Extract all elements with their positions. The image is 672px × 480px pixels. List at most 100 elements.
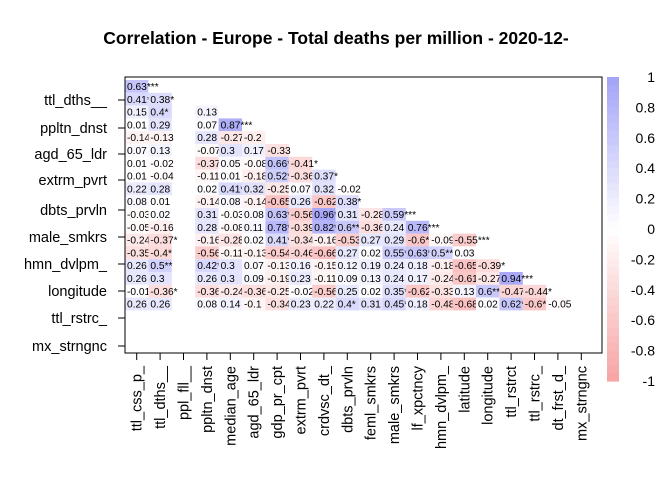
heatmap-cell (429, 233, 453, 247)
colorbar-segment (607, 350, 619, 359)
colorbar-segment (607, 77, 619, 86)
heatmap-cell (242, 233, 266, 247)
heatmap-cell (148, 297, 172, 311)
heatmap-cell (148, 118, 172, 132)
cell-value: 0.24 (384, 223, 404, 234)
column-label: gdp_pr_cpt (270, 366, 286, 439)
heatmap-cell (288, 284, 313, 298)
row-label: male_smkrs (29, 230, 107, 246)
colorbar-tick-label: 0.8 (636, 99, 656, 115)
heatmap-cell (359, 208, 383, 221)
colorbar-segment (607, 153, 619, 162)
heatmap-cell (195, 220, 219, 234)
heatmap-cell (148, 144, 172, 157)
cell-value: 0.6*** (338, 223, 364, 234)
colorbar-segment (607, 229, 619, 238)
heatmap-cell (265, 195, 289, 208)
column-label: ppl_fll__ (177, 365, 193, 420)
heatmap-cell (335, 284, 359, 298)
column-label: median_age (223, 366, 239, 446)
cell-value: 0.27 (338, 248, 358, 259)
heatmap-cell (265, 208, 289, 221)
cell-value: -0.25 (267, 287, 291, 298)
cell-value: -0.2 (244, 133, 262, 144)
heatmap-cell (125, 297, 149, 311)
cell-value: 0.32 (244, 184, 264, 195)
heatmap-cell (288, 297, 313, 311)
colorbar-segment (607, 236, 619, 245)
chart-title: Correlation - Europe - Total deaths per … (103, 28, 569, 48)
cell-value: -0.1 (244, 300, 262, 311)
column-label: extrm_pvrt (294, 366, 310, 435)
cell-value: 0.18 (408, 261, 428, 272)
heatmap-cell (382, 259, 406, 272)
cell-value: 0.14 (221, 300, 241, 311)
heatmap-cell (452, 297, 476, 311)
colorbar-segment (607, 267, 619, 276)
colorbar-segment (607, 137, 619, 146)
heatmap-cell (125, 169, 149, 183)
heatmap-cell (405, 284, 430, 298)
heatmap-cell (265, 220, 289, 234)
heatmap-cell (265, 259, 289, 272)
heatmap-cell (148, 92, 172, 106)
cell-value: 0.41* (267, 236, 291, 247)
heatmap-cell (382, 246, 406, 260)
cell-value: 0.16 (291, 261, 311, 272)
cell-value: -0.39* (478, 261, 505, 272)
heatmap-cell (148, 131, 172, 144)
column-label: crdvsc_dt_ (317, 365, 333, 436)
heatmap-cell (195, 156, 219, 170)
heatmap-cell (429, 259, 453, 272)
heatmap-cell (218, 220, 242, 234)
cell-value: 0.17 (244, 146, 264, 157)
row-label: extrm_pvrt (39, 173, 108, 189)
heatmap-cell (335, 259, 359, 272)
heatmap-cell (195, 118, 219, 132)
cell-value: -0.65*** (455, 261, 490, 272)
cell-value: 0.23 (291, 300, 311, 311)
cell-value: 0.07 (244, 261, 264, 272)
heatmap-cell (522, 284, 547, 298)
cell-value: -0.41* (291, 159, 318, 170)
cell-value: 0.05 (221, 159, 241, 170)
heatmap-cell (312, 169, 336, 183)
heatmap-cell (288, 220, 313, 234)
heatmap-cell (288, 156, 313, 170)
column-label: ttl_rstrct (504, 366, 520, 418)
heatmap-cell (359, 284, 383, 298)
cell-value: -0.6*** (408, 236, 437, 247)
cell-value: -0.28 (361, 210, 385, 221)
heatmap-cell (382, 233, 406, 247)
heatmap-cell (195, 297, 219, 311)
cell-value: 0.29 (150, 120, 170, 131)
heatmap-cell (125, 156, 149, 170)
heatmap-cell (125, 208, 149, 221)
cell-value: -0.54*** (267, 248, 302, 259)
heatmap-cell (312, 272, 336, 285)
column-label: ttl_dths__ (153, 365, 169, 429)
heatmap-cell (125, 233, 149, 247)
column-label: ttl_css_p_ (130, 365, 146, 431)
heatmap-cell (405, 259, 430, 272)
colorbar-tick-label: 0.4 (636, 160, 656, 176)
heatmap-cell (218, 272, 242, 285)
cell-value: -0.68*** (455, 300, 490, 311)
column-label: latitude (457, 366, 473, 413)
colorbar-segment (607, 251, 619, 260)
heatmap-cell (218, 195, 242, 208)
cell-value: 0.03 (455, 248, 475, 259)
cell-value: 0.26 (291, 197, 311, 208)
heatmap-cell (125, 131, 149, 144)
cell-value: 0.29 (384, 236, 404, 247)
cell-value: -0.33 (267, 146, 291, 157)
cell-value: -0.13 (267, 261, 291, 272)
heatmap-cell (499, 297, 523, 311)
heatmap-cell (312, 259, 336, 272)
heatmap-cell (218, 182, 242, 196)
cell-value: 0.07 (127, 146, 147, 157)
heatmap-cell (218, 297, 242, 311)
colorbar-segment (607, 327, 619, 336)
cell-value: -0.27 (478, 274, 502, 285)
